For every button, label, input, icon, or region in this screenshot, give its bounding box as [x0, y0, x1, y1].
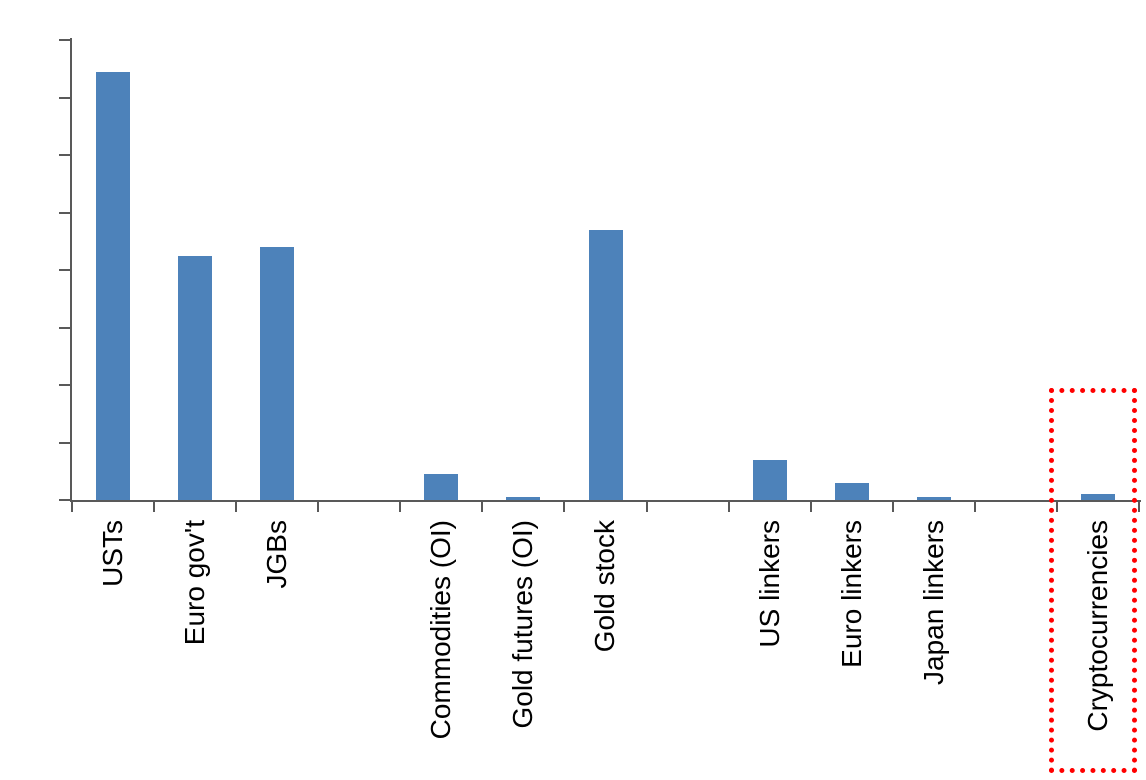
- x-axis-tick: [235, 500, 238, 512]
- y-axis-tick: [59, 39, 72, 41]
- y-tick-label: [0, 311, 40, 345]
- cryptocurrencies-highlight-box: [1048, 388, 1137, 773]
- x-axis-tick: [891, 500, 894, 512]
- y-axis-tick: [59, 154, 72, 156]
- x-axis-tick: [1055, 500, 1058, 512]
- x-axis-tick: [71, 500, 73, 512]
- x-axis-tick: [645, 500, 648, 512]
- category-label: Gold stock: [564, 520, 646, 780]
- y-tick-label: [0, 23, 40, 57]
- y-tick-label: [0, 368, 40, 402]
- category-label: USTs: [72, 520, 154, 780]
- category-label: Gold futures (OI): [482, 520, 564, 780]
- bar: [178, 255, 213, 500]
- y-axis-tick: [59, 499, 72, 501]
- category-label: Commodities (OI): [400, 520, 482, 780]
- x-axis-tick: [563, 500, 566, 512]
- x-axis-tick: [481, 500, 484, 512]
- category-label-text: USTs: [97, 520, 129, 587]
- y-tick-label: [0, 196, 40, 230]
- y-axis-tick: [59, 384, 72, 386]
- y-tick-label: [0, 253, 40, 287]
- x-axis-tick: [1138, 500, 1140, 512]
- category-label: US linkers: [729, 520, 811, 780]
- x-axis-tick: [809, 500, 812, 512]
- category-label-text: Commodities (OI): [425, 520, 457, 740]
- bar: [424, 474, 459, 500]
- category-label: JGBs: [236, 520, 318, 780]
- x-axis-line: [70, 500, 1141, 502]
- bar: [260, 247, 295, 500]
- bar: [916, 497, 951, 500]
- y-axis-tick: [59, 211, 72, 214]
- bar: [752, 459, 787, 500]
- category-label-text: Gold stock: [589, 520, 621, 653]
- category-label-text: Gold futures (OI): [507, 520, 539, 729]
- y-axis-tick: [59, 269, 72, 271]
- y-tick-label: [0, 426, 40, 460]
- category-label-text: Japan linkers: [917, 520, 949, 685]
- y-tick-label: [0, 483, 40, 517]
- y-tick-label: [0, 81, 40, 115]
- y-axis-tick: [59, 96, 72, 99]
- y-axis-tick: [59, 326, 72, 329]
- x-axis-tick: [399, 500, 402, 512]
- category-label: Euro gov't: [154, 520, 236, 780]
- x-axis-tick: [153, 500, 156, 512]
- bar: [588, 229, 623, 500]
- category-label-text: JGBs: [261, 520, 293, 589]
- bar: [506, 497, 541, 500]
- x-axis-tick: [317, 500, 320, 512]
- bar: [834, 482, 869, 500]
- y-tick-label: [0, 138, 40, 172]
- category-label-text: Euro linkers: [835, 520, 867, 668]
- category-label-text: Euro gov't: [179, 520, 211, 646]
- category-label-text: US linkers: [753, 520, 785, 648]
- y-axis-tick: [59, 441, 72, 444]
- bar: [96, 71, 131, 500]
- x-axis-tick: [973, 500, 976, 512]
- bar: [1080, 494, 1115, 500]
- category-label: Japan linkers: [893, 520, 975, 780]
- x-axis-tick: [727, 500, 730, 512]
- category-label: Euro linkers: [811, 520, 893, 780]
